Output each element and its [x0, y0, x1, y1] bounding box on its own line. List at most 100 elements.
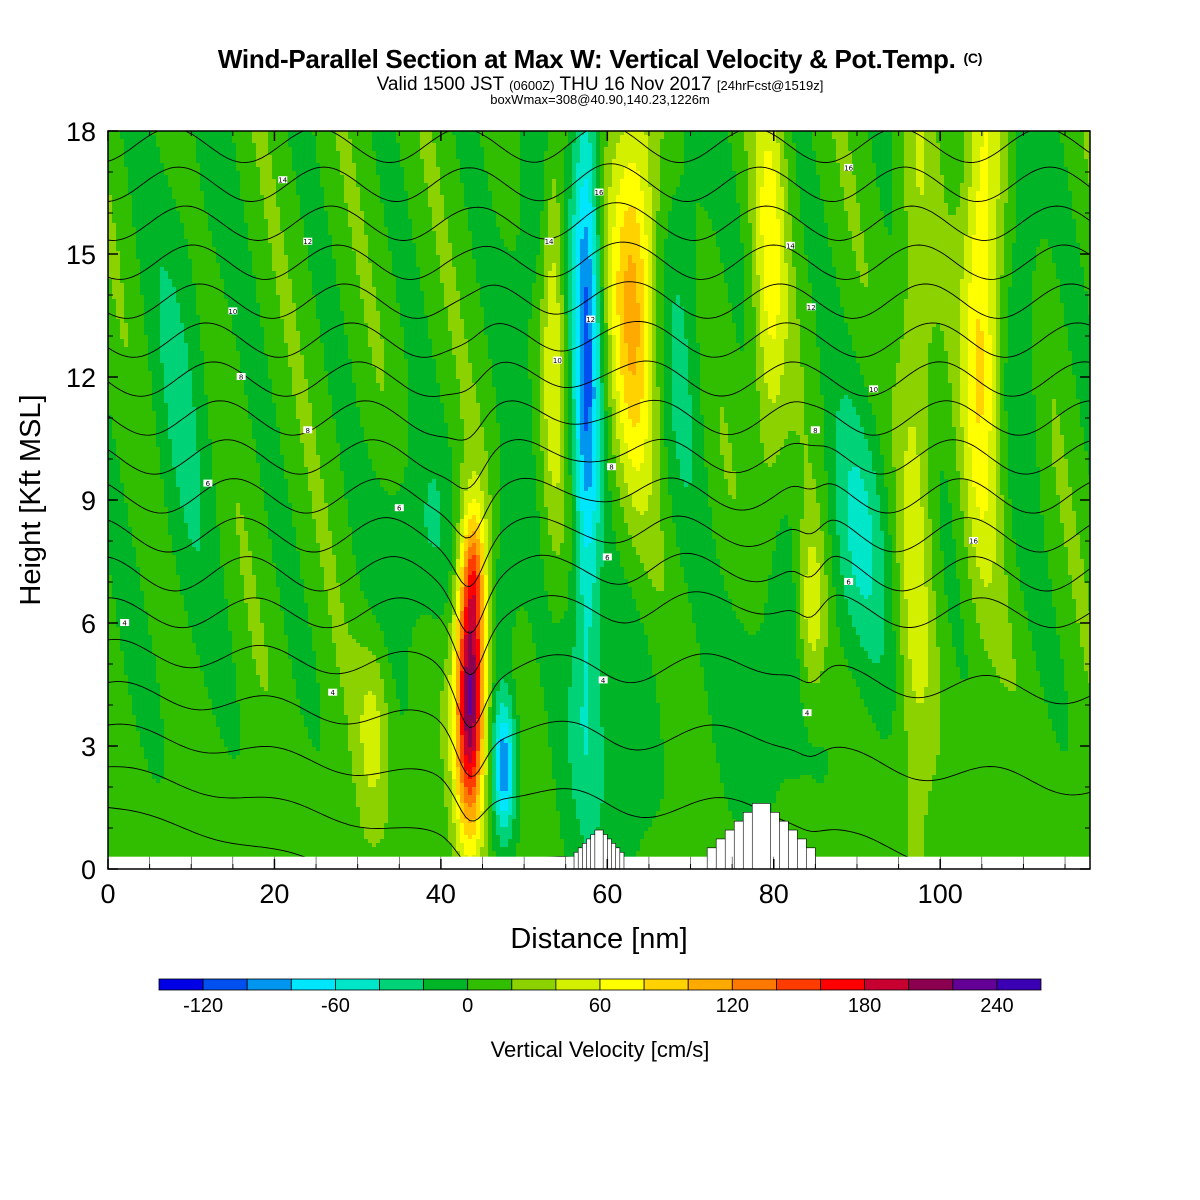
velocity-cell	[832, 147, 837, 152]
velocity-cell	[424, 139, 429, 144]
velocity-cell	[796, 143, 801, 148]
velocity-cell	[884, 143, 889, 148]
velocity-cell	[800, 143, 805, 148]
velocity-cell	[364, 147, 369, 152]
velocity-cell	[572, 147, 577, 152]
velocity-cell	[284, 147, 289, 152]
velocity-cell	[560, 139, 565, 144]
velocity-cell	[496, 147, 501, 152]
velocity-cell	[348, 147, 353, 152]
velocity-cell	[376, 143, 381, 148]
velocity-cell	[160, 135, 165, 140]
velocity-cell	[1040, 139, 1045, 144]
velocity-cell	[220, 135, 225, 140]
velocity-cell	[116, 143, 121, 148]
velocity-cell	[544, 147, 549, 152]
velocity-cell	[996, 139, 1001, 144]
velocity-cell	[752, 135, 757, 140]
velocity-cell	[884, 147, 889, 152]
velocity-cell	[168, 139, 173, 144]
velocity-cell	[920, 139, 925, 144]
velocity-cell	[632, 147, 637, 152]
velocity-cell	[244, 135, 249, 140]
velocity-cell	[236, 147, 241, 152]
velocity-cell	[640, 147, 645, 152]
velocity-cell	[848, 143, 853, 148]
velocity-cell	[960, 143, 965, 148]
velocity-cell	[736, 143, 741, 148]
velocity-cell	[880, 135, 885, 140]
velocity-cell	[552, 139, 557, 144]
velocity-cell	[1084, 143, 1089, 148]
velocity-cell	[664, 147, 669, 152]
velocity-cell	[136, 135, 141, 140]
velocity-cell	[964, 143, 969, 148]
velocity-cell	[224, 135, 229, 140]
velocity-cell	[116, 139, 121, 144]
velocity-cell	[256, 147, 261, 152]
velocity-cell	[188, 139, 193, 144]
velocity-cell	[616, 143, 621, 148]
velocity-cell	[524, 135, 529, 140]
velocity-cell	[388, 147, 393, 152]
velocity-cell	[416, 139, 421, 144]
velocity-cell	[788, 139, 793, 144]
velocity-cell	[612, 139, 617, 144]
velocity-cell	[712, 139, 717, 144]
velocity-cell	[1012, 143, 1017, 148]
velocity-cell	[624, 135, 629, 140]
velocity-cell	[376, 147, 381, 152]
velocity-cell	[564, 139, 569, 144]
velocity-cell	[1060, 135, 1065, 140]
velocity-cell	[536, 143, 541, 148]
velocity-cell	[804, 147, 809, 152]
velocity-cell	[720, 135, 725, 140]
velocity-cell	[292, 143, 297, 148]
velocity-cell	[912, 143, 917, 148]
velocity-cell	[960, 139, 965, 144]
velocity-cell	[664, 143, 669, 148]
velocity-cell	[372, 147, 377, 152]
velocity-cell	[832, 143, 837, 148]
velocity-cell	[300, 135, 305, 140]
velocity-cell	[172, 143, 177, 148]
velocity-cell	[960, 135, 965, 140]
velocity-cell	[884, 139, 889, 144]
velocity-cell	[308, 143, 313, 148]
velocity-cell	[816, 147, 821, 152]
velocity-cell	[976, 143, 981, 148]
velocity-cell	[572, 143, 577, 148]
velocity-cell	[684, 139, 689, 144]
velocity-cell	[1084, 135, 1089, 140]
velocity-cell	[956, 135, 961, 140]
velocity-cell	[1008, 135, 1013, 140]
velocity-cell	[944, 135, 949, 140]
velocity-cell	[160, 139, 165, 144]
velocity-cell	[740, 135, 745, 140]
velocity-cell	[464, 147, 469, 152]
velocity-cell	[612, 143, 617, 148]
velocity-cell	[228, 135, 233, 140]
velocity-cell	[156, 135, 161, 140]
velocity-cell	[756, 135, 761, 140]
velocity-cell	[1080, 139, 1085, 144]
velocity-cell	[756, 143, 761, 148]
velocity-cell	[120, 135, 125, 140]
velocity-cell	[360, 139, 365, 144]
velocity-cell	[356, 143, 361, 148]
velocity-cell	[1052, 135, 1057, 140]
velocity-cell	[828, 147, 833, 152]
velocity-cell	[288, 143, 293, 148]
velocity-cell	[488, 147, 493, 152]
velocity-cell	[452, 143, 457, 148]
velocity-cell	[796, 139, 801, 144]
velocity-cell	[476, 143, 481, 148]
velocity-cell	[404, 143, 409, 148]
velocity-cell	[504, 135, 509, 140]
velocity-cell	[744, 139, 749, 144]
velocity-cell	[232, 147, 237, 152]
velocity-cell	[460, 143, 465, 148]
velocity-cell	[844, 135, 849, 140]
velocity-cell	[728, 147, 733, 152]
velocity-cell	[664, 135, 669, 140]
